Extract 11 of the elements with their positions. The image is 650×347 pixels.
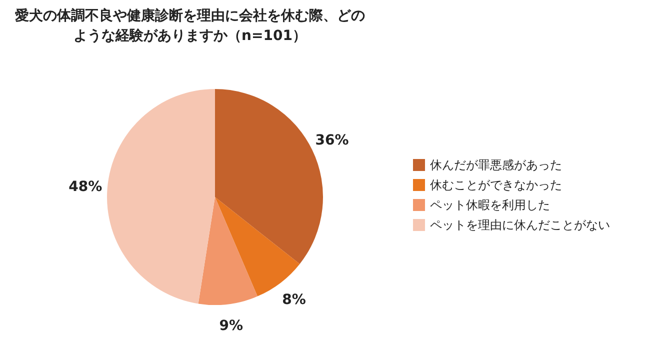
data-label: 36% — [315, 132, 349, 148]
legend-label: 休んだが罪悪感があった — [430, 157, 562, 174]
chart-title: 愛犬の体調不良や健康診断を理由に会社を休む際、どのような経験がありますか（n=101） — [14, 6, 366, 46]
data-label: 48% — [68, 178, 102, 195]
pie-slice — [198, 197, 258, 305]
legend-label: ペット休暇を利用した — [430, 197, 550, 214]
legend-label: 休むことができなかった — [430, 177, 562, 194]
pie-slice — [107, 89, 215, 304]
data-label: 9% — [219, 318, 244, 334]
data-label: 8% — [282, 292, 306, 308]
legend-label: ペットを理由に休んだことがない — [430, 217, 610, 234]
